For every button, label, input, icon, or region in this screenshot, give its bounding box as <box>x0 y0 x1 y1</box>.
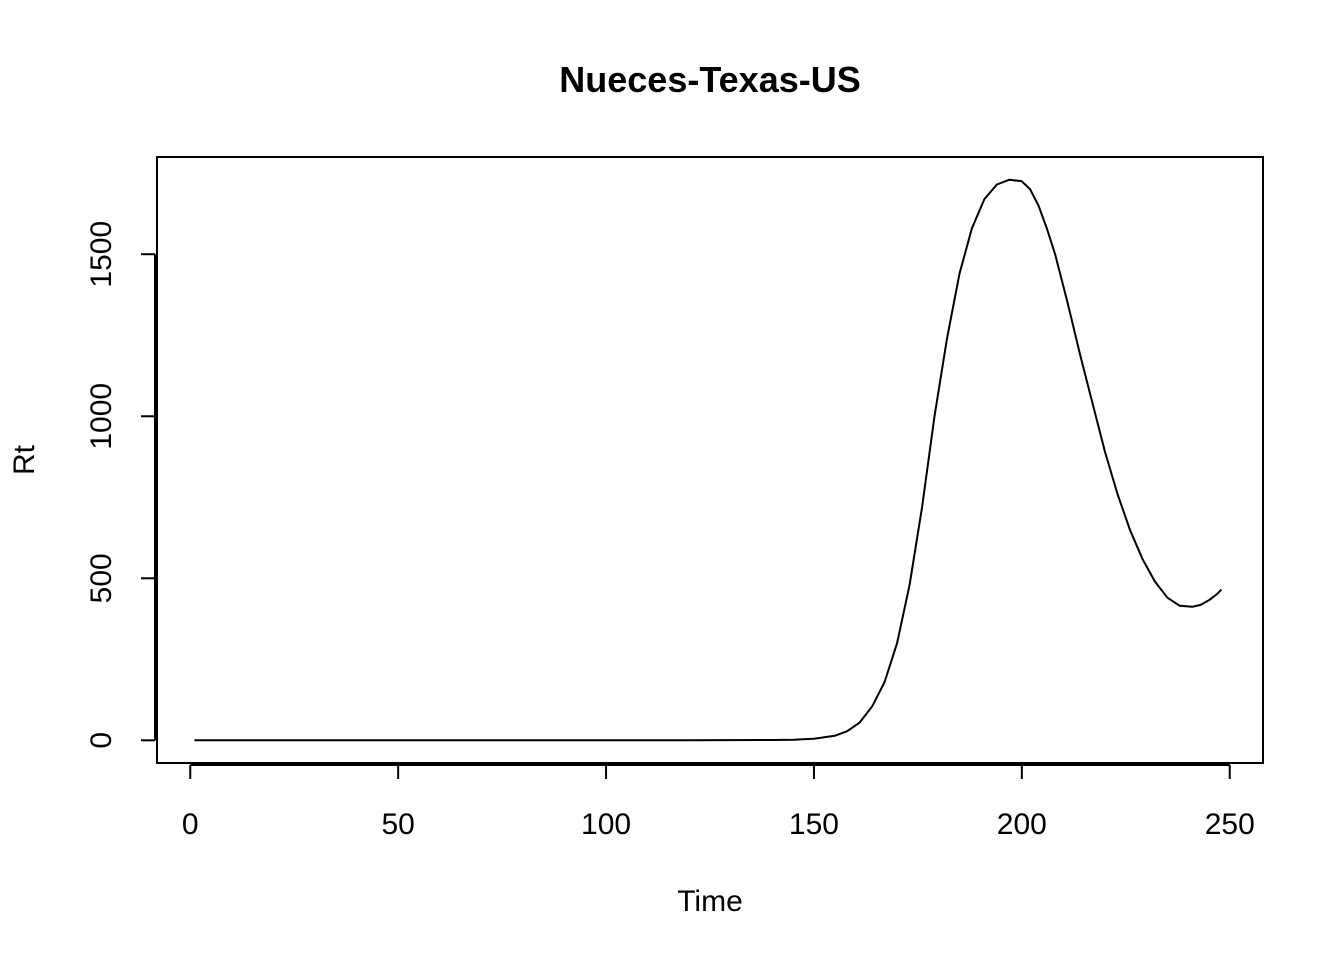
series-layer <box>194 178 1223 742</box>
x-tick-label: 100 <box>581 808 631 841</box>
chart-title: Nueces-Texas-US <box>559 59 860 100</box>
plot-frame <box>156 156 1264 764</box>
y-tick-label: 0 <box>85 732 118 749</box>
y-axis-label: Rt <box>8 444 41 475</box>
x-tick-label: 0 <box>182 808 199 841</box>
y-tick-label: 1000 <box>85 383 118 450</box>
x-tick-label: 50 <box>381 808 414 841</box>
x-tick-label: 250 <box>1205 808 1255 841</box>
x-tick-label: 200 <box>997 808 1047 841</box>
y-axis: 0 500 1000 1500 <box>85 221 156 749</box>
y-tick-label: 1500 <box>85 221 118 288</box>
x-axis-label: Time <box>677 885 743 918</box>
x-tick-label: 150 <box>789 808 839 841</box>
y-tick-label: 500 <box>85 553 118 603</box>
x-axis: 0 50 100 150 200 250 <box>182 764 1255 841</box>
series-line-1 <box>194 178 1223 742</box>
